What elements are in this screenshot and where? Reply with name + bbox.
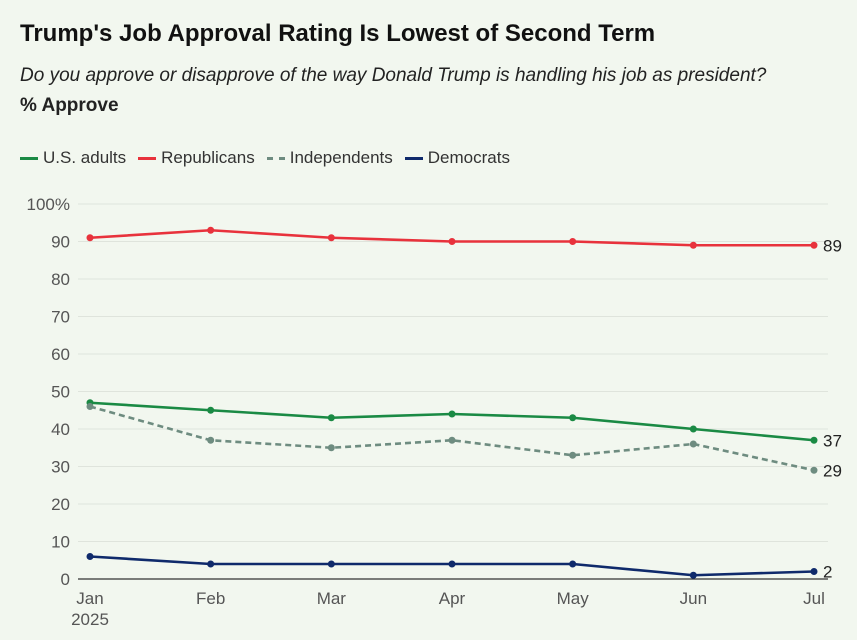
legend-item: Democrats <box>404 148 510 168</box>
measure-label: % Approve <box>20 95 119 116</box>
legend-swatch <box>404 156 423 160</box>
x-tick-label: Jun <box>680 589 707 608</box>
data-point <box>448 436 456 444</box>
data-point <box>448 560 456 568</box>
data-point <box>86 403 94 410</box>
y-tick-label: 90 <box>51 233 70 252</box>
data-point <box>810 568 818 575</box>
series-lines <box>89 228 815 577</box>
y-tick-label: 70 <box>51 308 70 327</box>
data-point <box>86 553 94 560</box>
end-value-label: 2 <box>823 563 832 582</box>
y-tick-label: 100% <box>27 195 70 214</box>
y-tick-label: 10 <box>51 533 70 552</box>
x-tick-label: Jan <box>76 589 103 608</box>
end-value-label: 29 <box>823 461 842 480</box>
end-value-label: 37 <box>823 431 842 450</box>
x-tick-label: Mar <box>317 589 347 608</box>
legend-label: Democrats <box>427 148 510 167</box>
data-point <box>327 560 335 568</box>
legend-swatch <box>138 156 157 160</box>
x-tick-label: May <box>557 589 590 608</box>
data-point <box>569 451 577 459</box>
data-point <box>810 466 818 474</box>
data-point <box>207 560 215 568</box>
data-point <box>569 414 577 422</box>
data-point <box>448 238 456 245</box>
y-axis: 0 10 20 30 40 50 60 70 80 90 100% <box>27 195 70 589</box>
legend-label: Independents <box>289 148 393 167</box>
x-year-label: 2025 <box>71 610 109 629</box>
y-tick-label: 80 <box>51 270 70 289</box>
data-point <box>689 440 697 448</box>
series-points <box>86 226 818 579</box>
data-point <box>327 414 335 422</box>
end-labels: 37 89 29 2 <box>823 236 842 581</box>
legend-label: U.S. adults <box>43 148 127 167</box>
data-point <box>689 425 697 433</box>
chart-title: Trump's Job Approval Rating Is Lowest of… <box>20 20 656 47</box>
legend-swatch <box>20 156 38 160</box>
x-tick-label: Feb <box>196 589 225 608</box>
data-point <box>689 241 697 249</box>
gridlines <box>78 203 828 580</box>
data-point <box>810 241 818 249</box>
x-tick-label: Jul <box>803 589 825 608</box>
data-point <box>810 436 818 444</box>
legend: U.S. adults Republicans Independents Democr… <box>20 148 522 168</box>
legend-item: U.S. adults <box>20 148 126 168</box>
data-point <box>207 406 215 414</box>
y-tick-label: 60 <box>51 345 70 364</box>
data-point <box>327 234 335 242</box>
data-point <box>207 436 215 444</box>
data-point <box>448 410 456 418</box>
x-tick-label: Apr <box>439 589 466 608</box>
data-point <box>569 238 577 245</box>
chart-subtitle: Do you approve or disapprove of the way … <box>20 65 767 86</box>
y-tick-label: 0 <box>61 570 70 589</box>
y-tick-label: 50 <box>51 383 70 402</box>
legend-item: Republicans <box>138 148 255 168</box>
legend-label: Republicans <box>161 148 255 167</box>
y-tick-label: 20 <box>51 495 70 514</box>
y-tick-label: 30 <box>51 458 70 477</box>
data-point <box>569 560 577 568</box>
series-line <box>89 401 815 442</box>
legend-swatch <box>266 156 285 160</box>
data-point <box>207 226 215 234</box>
data-point <box>689 571 697 579</box>
x-axis: Jan Feb Mar Apr May Jun Jul 2025 <box>71 589 825 629</box>
end-value-label: 89 <box>823 236 842 255</box>
data-point <box>86 234 94 242</box>
y-tick-label: 40 <box>51 420 70 439</box>
data-point <box>327 444 335 452</box>
legend-item: Independents <box>266 148 393 168</box>
